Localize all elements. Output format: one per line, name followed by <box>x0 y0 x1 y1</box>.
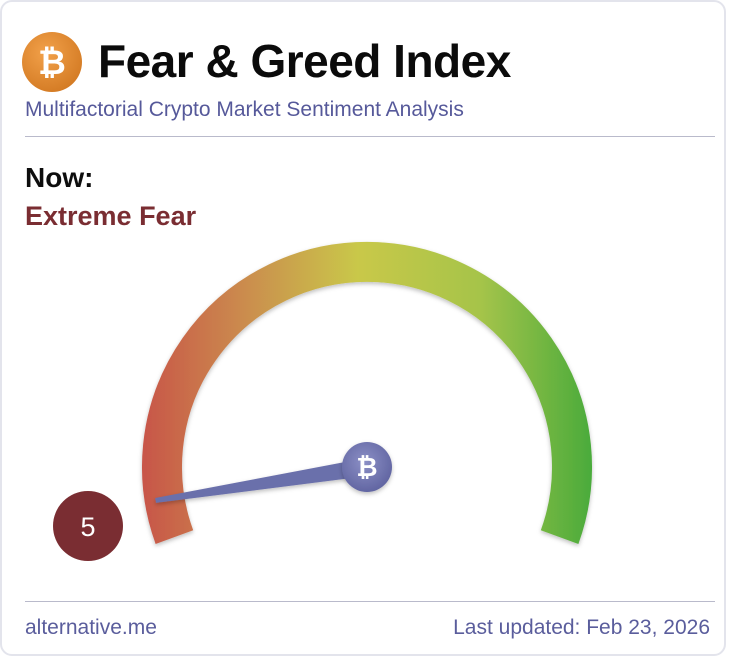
sentiment-gauge: ₿ 5 <box>53 241 592 561</box>
sentiment-status: Extreme Fear <box>25 201 197 231</box>
bitcoin-icon: ₿ <box>356 453 377 483</box>
page-title: Fear & Greed Index <box>98 35 511 87</box>
value-badge: 5 <box>53 491 123 561</box>
svg-text:₿: ₿ <box>38 43 66 83</box>
now-label: Now: <box>25 162 94 193</box>
source-link[interactable]: alternative.me <box>25 616 157 639</box>
gauge-needle <box>155 458 369 503</box>
value-badge-text: 5 <box>80 512 95 542</box>
header-divider <box>25 136 715 137</box>
last-updated: Last updated: Feb 23, 2026 <box>453 616 710 639</box>
gauge-hub: ₿ <box>342 442 392 492</box>
gauge-arc <box>142 241 592 544</box>
footer-divider <box>25 601 715 602</box>
page-subtitle: Multifactorial Crypto Market Sentiment A… <box>25 98 464 121</box>
bitcoin-logo-icon: ₿ <box>22 32 82 92</box>
